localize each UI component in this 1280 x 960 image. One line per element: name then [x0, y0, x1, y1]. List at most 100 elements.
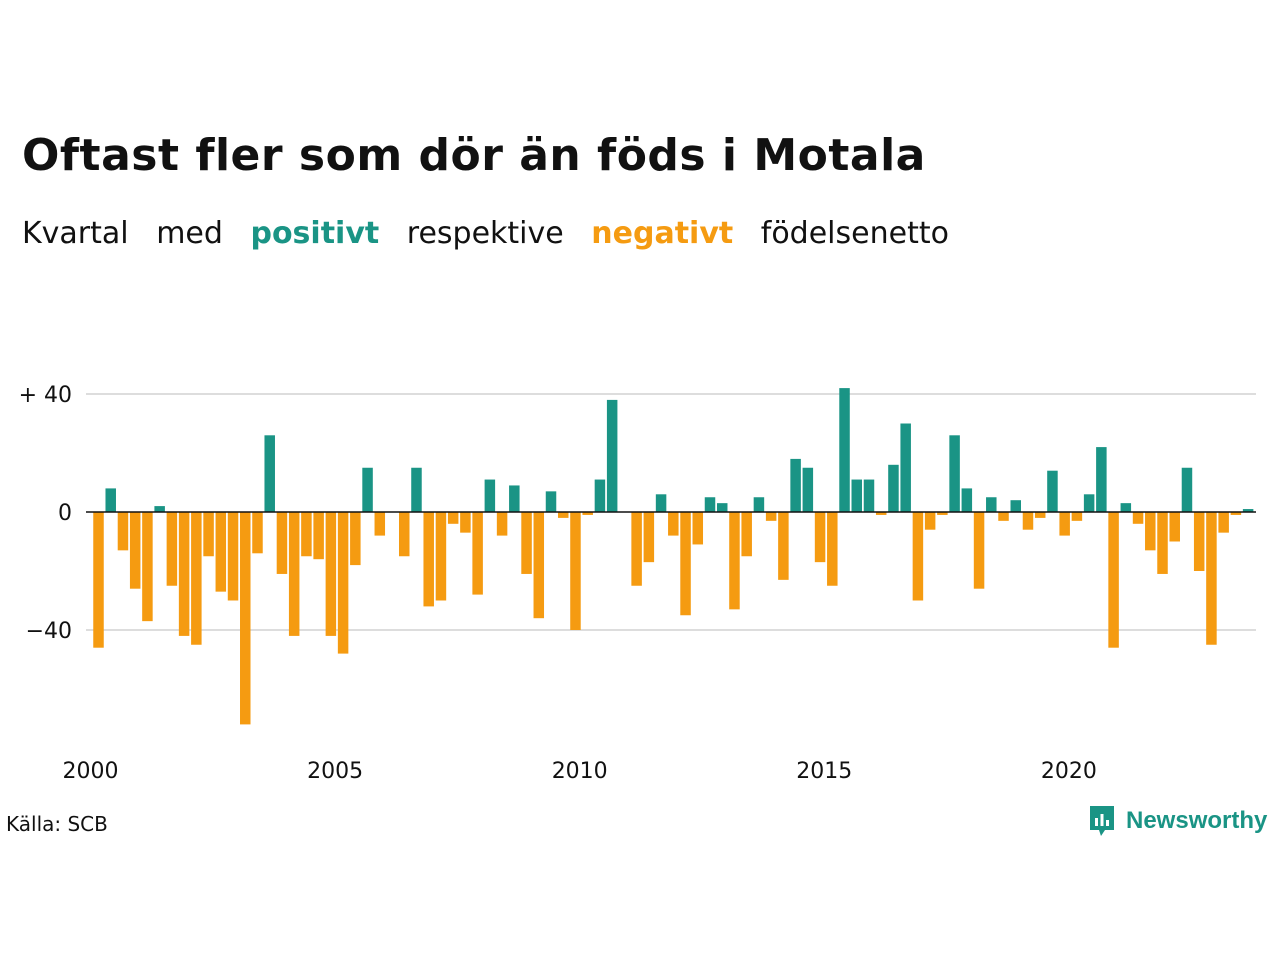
bar-2009-k1 [533, 512, 545, 619]
bar-2011-k3 [655, 494, 667, 512]
subtitle-negative-label: negativt [591, 216, 734, 251]
bar-2011-k1 [631, 512, 642, 586]
bar-2022-k3 [1193, 512, 1205, 571]
subtitle-word-kvartal: Kvartal [22, 216, 129, 251]
bar-2018-k1 [973, 512, 985, 589]
bar-2020-k1 [1071, 512, 1083, 521]
subtitle-word-med: med [156, 216, 223, 251]
bar-2004-k3 [313, 512, 324, 560]
bar-2001-k2 [154, 506, 165, 512]
bar-2009-k4 [570, 512, 581, 630]
bar-2017-k4 [961, 488, 973, 512]
bar-2021-k3 [1145, 512, 1156, 551]
bar-2004-k1 [288, 512, 300, 636]
bar-2007-k1 [435, 512, 447, 601]
bar-2013-k1 [729, 512, 740, 610]
bar-2021-k2 [1132, 512, 1144, 524]
x-tick-label: 2020 [1041, 759, 1097, 784]
axis-layer: + 40 0 −40 2000 2005 2010 2015 2020 [19, 383, 1256, 784]
bar-2000-k4 [129, 512, 141, 589]
bar-2005-k1 [337, 512, 349, 654]
y-tick-label: −40 [26, 619, 72, 644]
x-tick-label: 2015 [796, 759, 852, 784]
bar-2021-k4 [1157, 512, 1168, 574]
bar-2016-k3 [900, 423, 911, 512]
bar-2020-k4 [1108, 512, 1119, 648]
bar-2003-k3 [264, 435, 275, 512]
bar-2007-k3 [460, 512, 471, 533]
bar-2021-k1 [1120, 503, 1132, 512]
chart-subtitle: Kvartal med positivt respektive negativt… [22, 216, 967, 251]
bar-2023-k1 [1218, 512, 1229, 533]
bar-2000-k3 [117, 512, 129, 551]
bar-2015-k1 [827, 512, 838, 586]
bar-2005-k4 [374, 512, 386, 536]
bar-2003-k2 [252, 512, 263, 554]
bar-2023-k2 [1230, 512, 1242, 515]
bar-2017-k3 [949, 435, 960, 512]
bar-2000-k2 [105, 488, 116, 512]
bar-2022-k4 [1206, 512, 1217, 645]
bar-2002-k4 [227, 512, 239, 601]
bar-2017-k2 [937, 512, 948, 515]
bar-2013-k4 [765, 512, 777, 521]
bar-2012-k4 [716, 503, 728, 512]
bar-2020-k3 [1096, 447, 1107, 512]
y-tick-label: 0 [58, 501, 72, 526]
bar-2012-k2 [692, 512, 704, 545]
bar-2003-k1 [240, 512, 251, 725]
bar-2011-k4 [668, 512, 679, 536]
source-note: Källa: SCB [6, 812, 108, 836]
bar-2001-k4 [178, 512, 190, 636]
bar-2010-k2 [594, 479, 606, 512]
bar-2008-k4 [521, 512, 532, 574]
x-tick-label: 2000 [63, 759, 119, 784]
x-tick-label: 2010 [552, 759, 608, 784]
bar-2009-k2 [545, 491, 557, 512]
y-tick-label: + 40 [19, 383, 72, 408]
bar-2019-k2 [1034, 512, 1046, 518]
bar-2005-k2 [350, 512, 361, 566]
brand-logo: Newsworthy [1088, 804, 1267, 838]
bar-2016-k2 [888, 464, 899, 512]
bar-2010-k1 [582, 512, 593, 515]
bar-layer [93, 388, 1254, 725]
bar-2010-k3 [606, 399, 618, 512]
subtitle-word-fodelsenetto: födelsenetto [760, 216, 949, 251]
bar-2015-k4 [863, 479, 875, 512]
bar-2000-k1 [93, 512, 104, 648]
bar-2009-k3 [557, 512, 569, 518]
bar-2012-k1 [680, 512, 691, 616]
bar-2003-k4 [276, 512, 288, 574]
bar-2007-k2 [447, 512, 459, 524]
subtitle-word-respektive: respektive [406, 216, 564, 251]
bar-2013-k2 [741, 512, 752, 557]
bar-2002-k1 [191, 512, 202, 645]
bar-2020-k2 [1083, 494, 1095, 512]
bar-2016-k1 [875, 512, 887, 515]
bar-2014-k3 [802, 467, 814, 512]
bar-2008-k2 [496, 512, 508, 536]
bar-2013-k3 [753, 497, 765, 512]
bar-2019-k1 [1022, 512, 1034, 530]
bar-chart: + 40 0 −40 2000 2005 2010 2015 2020 [19, 383, 1256, 784]
bar-2005-k3 [362, 467, 373, 512]
bar-2019-k4 [1059, 512, 1070, 536]
bar-2023-k3 [1242, 509, 1254, 512]
x-tick-label: 2005 [307, 759, 363, 784]
bar-2022-k1 [1169, 512, 1180, 542]
bar-2011-k2 [643, 512, 655, 563]
bar-2016-k4 [912, 512, 924, 601]
bar-2006-k4 [423, 512, 434, 607]
bar-2015-k3 [851, 479, 863, 512]
bar-2001-k1 [142, 512, 153, 622]
bar-2018-k4 [1010, 500, 1021, 512]
bar-2014-k4 [814, 512, 826, 563]
bar-2018-k2 [986, 497, 997, 512]
brand-name: Newsworthy [1126, 807, 1268, 834]
bar-2022-k2 [1181, 467, 1193, 512]
bar-2017-k1 [924, 512, 936, 530]
bar-2012-k3 [704, 497, 716, 512]
bar-2018-k3 [998, 512, 1009, 521]
bar-2004-k2 [301, 512, 312, 557]
